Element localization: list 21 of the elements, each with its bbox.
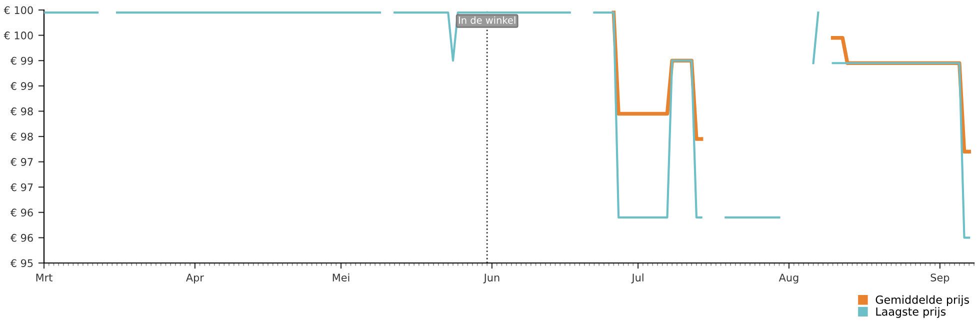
x-tick-label: Aug [778,274,798,284]
y-tick-label: € 100 [4,32,33,40]
y-tick-label: € 96 [10,234,33,242]
ref-line-label: In de winkel [458,16,516,24]
y-tick-label: € 97 [10,158,33,166]
x-tick-label: Jun [483,274,500,284]
x-tick-label: Mei [332,273,350,282]
y-tick-label: € 98 [10,107,33,116]
x-tick-label: Jul [631,273,644,284]
x-tick-label: Apr [186,274,204,284]
y-tick-label: € 98 [10,132,33,141]
y-tick-label: € 97 [10,183,33,192]
y-tick-label: € 99 [10,56,33,65]
legend-label: Laagste prijs [876,307,946,318]
y-tick-label: € 96 [10,208,33,217]
x-tick-label: Mrt [36,274,52,282]
y-tick-label: € 95 [10,259,33,268]
y-tick-label: € 99 [10,82,33,90]
y-tick-label: € 100 [4,6,33,14]
legend-label: Gemiddelde prijs [876,295,970,306]
x-tick-label: Sep [930,274,950,284]
